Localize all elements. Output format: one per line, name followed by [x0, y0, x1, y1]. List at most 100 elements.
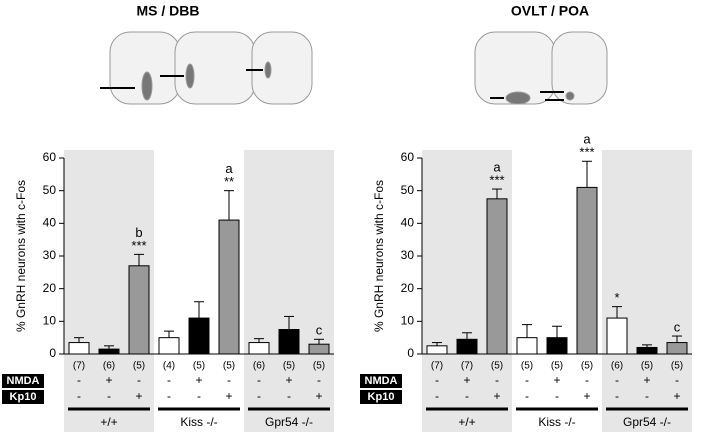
bar: [278, 329, 300, 355]
n-label: (5): [223, 361, 235, 372]
treatment-sign: -: [615, 389, 619, 403]
treatment-sign: -: [257, 373, 261, 387]
y-tick-label: 20: [401, 281, 415, 295]
bar: [546, 337, 568, 355]
group-label: +/+: [458, 415, 475, 429]
n-label: (5): [193, 361, 205, 372]
treatment-sign: -: [77, 373, 81, 387]
n-label: (5): [641, 361, 653, 372]
treatment-sign: -: [645, 389, 649, 403]
y-tick-label: 30: [43, 248, 57, 262]
treatment-sign: -: [495, 373, 499, 387]
n-label: (5): [133, 361, 145, 372]
region: [565, 91, 575, 101]
treatment-sign: +: [583, 389, 590, 403]
row-label: Kp10: [368, 391, 395, 403]
y-tick-label: 0: [407, 346, 414, 360]
n-label: (5): [283, 361, 295, 372]
chart-title: OVLT / POA: [511, 3, 589, 19]
treatment-sign: -: [227, 373, 231, 387]
bar: [98, 348, 120, 355]
y-tick-label: 40: [401, 216, 415, 230]
row-label-box: [360, 390, 402, 404]
y-axis-label: % GnRH neurons with c-Fos: [372, 180, 386, 332]
treatment-sign: -: [465, 389, 469, 403]
bar: [456, 338, 478, 355]
n-label: (5): [671, 361, 683, 372]
significance-label: ***: [579, 145, 594, 160]
treatment-sign: +: [463, 373, 470, 387]
treatment-sign: +: [315, 389, 322, 403]
y-tick-label: 50: [401, 183, 415, 197]
arrows: [100, 69, 564, 101]
bar: [426, 345, 448, 355]
bar: [576, 186, 598, 355]
y-tick-label: 10: [43, 314, 57, 328]
row-label-box: [360, 374, 402, 388]
chart-title: MS / DBB: [137, 3, 200, 19]
brain-sections: [109, 31, 608, 105]
group-label: +/+: [100, 415, 117, 429]
bar: [248, 342, 270, 355]
significance-label: c: [316, 323, 323, 338]
significance-label: c: [674, 319, 681, 334]
bar: [666, 342, 688, 355]
y-axis-label: % GnRH neurons with c-Fos: [14, 180, 28, 332]
treatment-sign: +: [643, 373, 650, 387]
region: [141, 71, 153, 101]
treatment-sign: -: [167, 373, 171, 387]
row-label: Kp10: [10, 391, 37, 403]
n-label: (7): [431, 361, 443, 372]
region: [264, 61, 272, 79]
brain-section: [551, 31, 608, 105]
y-tick-label: 30: [401, 248, 415, 262]
significance-label: ***: [489, 172, 504, 187]
bar: [128, 265, 150, 355]
treatment-sign: +: [673, 389, 680, 403]
y-tick-label: 60: [43, 150, 57, 164]
group-label: Kiss -/-: [180, 415, 217, 429]
y-tick-label: 10: [401, 314, 415, 328]
treatment-sign: -: [435, 373, 439, 387]
treatment-sign: -: [525, 389, 529, 403]
y-tick-label: 40: [43, 216, 57, 230]
significance-label: *: [614, 290, 619, 305]
significance-label: a: [583, 132, 591, 147]
treatment-sign: +: [225, 389, 232, 403]
y-tick-label: 0: [49, 346, 56, 360]
treatment-sign: -: [137, 373, 141, 387]
treatment-sign: -: [257, 389, 261, 403]
treatment-sign: -: [197, 389, 201, 403]
brain-section: [251, 31, 313, 105]
bar: [636, 346, 658, 355]
treatment-sign: +: [553, 373, 560, 387]
significance-label: ***: [131, 238, 146, 253]
significance-label: a: [225, 161, 233, 176]
n-label: (5): [551, 361, 563, 372]
treatment-sign: -: [585, 373, 589, 387]
group-label: Gpr54 -/-: [265, 415, 313, 429]
n-label: (5): [521, 361, 533, 372]
significance-label: b: [135, 225, 142, 240]
treatment-sign: +: [105, 373, 112, 387]
row-label: NMDA: [7, 375, 40, 387]
n-label: (7): [461, 361, 473, 372]
treatment-sign: -: [435, 389, 439, 403]
region: [185, 63, 195, 89]
n-label: (5): [581, 361, 593, 372]
bar: [218, 219, 240, 355]
y-tick-label: 50: [43, 183, 57, 197]
treatment-sign: -: [675, 373, 679, 387]
treatment-sign: -: [525, 373, 529, 387]
row-label-box: [2, 374, 44, 388]
treatment-sign: -: [107, 389, 111, 403]
bar: [606, 317, 628, 355]
n-label: (6): [103, 361, 115, 372]
treatment-sign: -: [555, 389, 559, 403]
treatment-sign: +: [135, 389, 142, 403]
significance-label: **: [224, 174, 234, 189]
treatment-sign: +: [285, 373, 292, 387]
treatment-sign: +: [195, 373, 202, 387]
y-tick-label: 60: [401, 150, 415, 164]
treatment-sign: -: [317, 373, 321, 387]
